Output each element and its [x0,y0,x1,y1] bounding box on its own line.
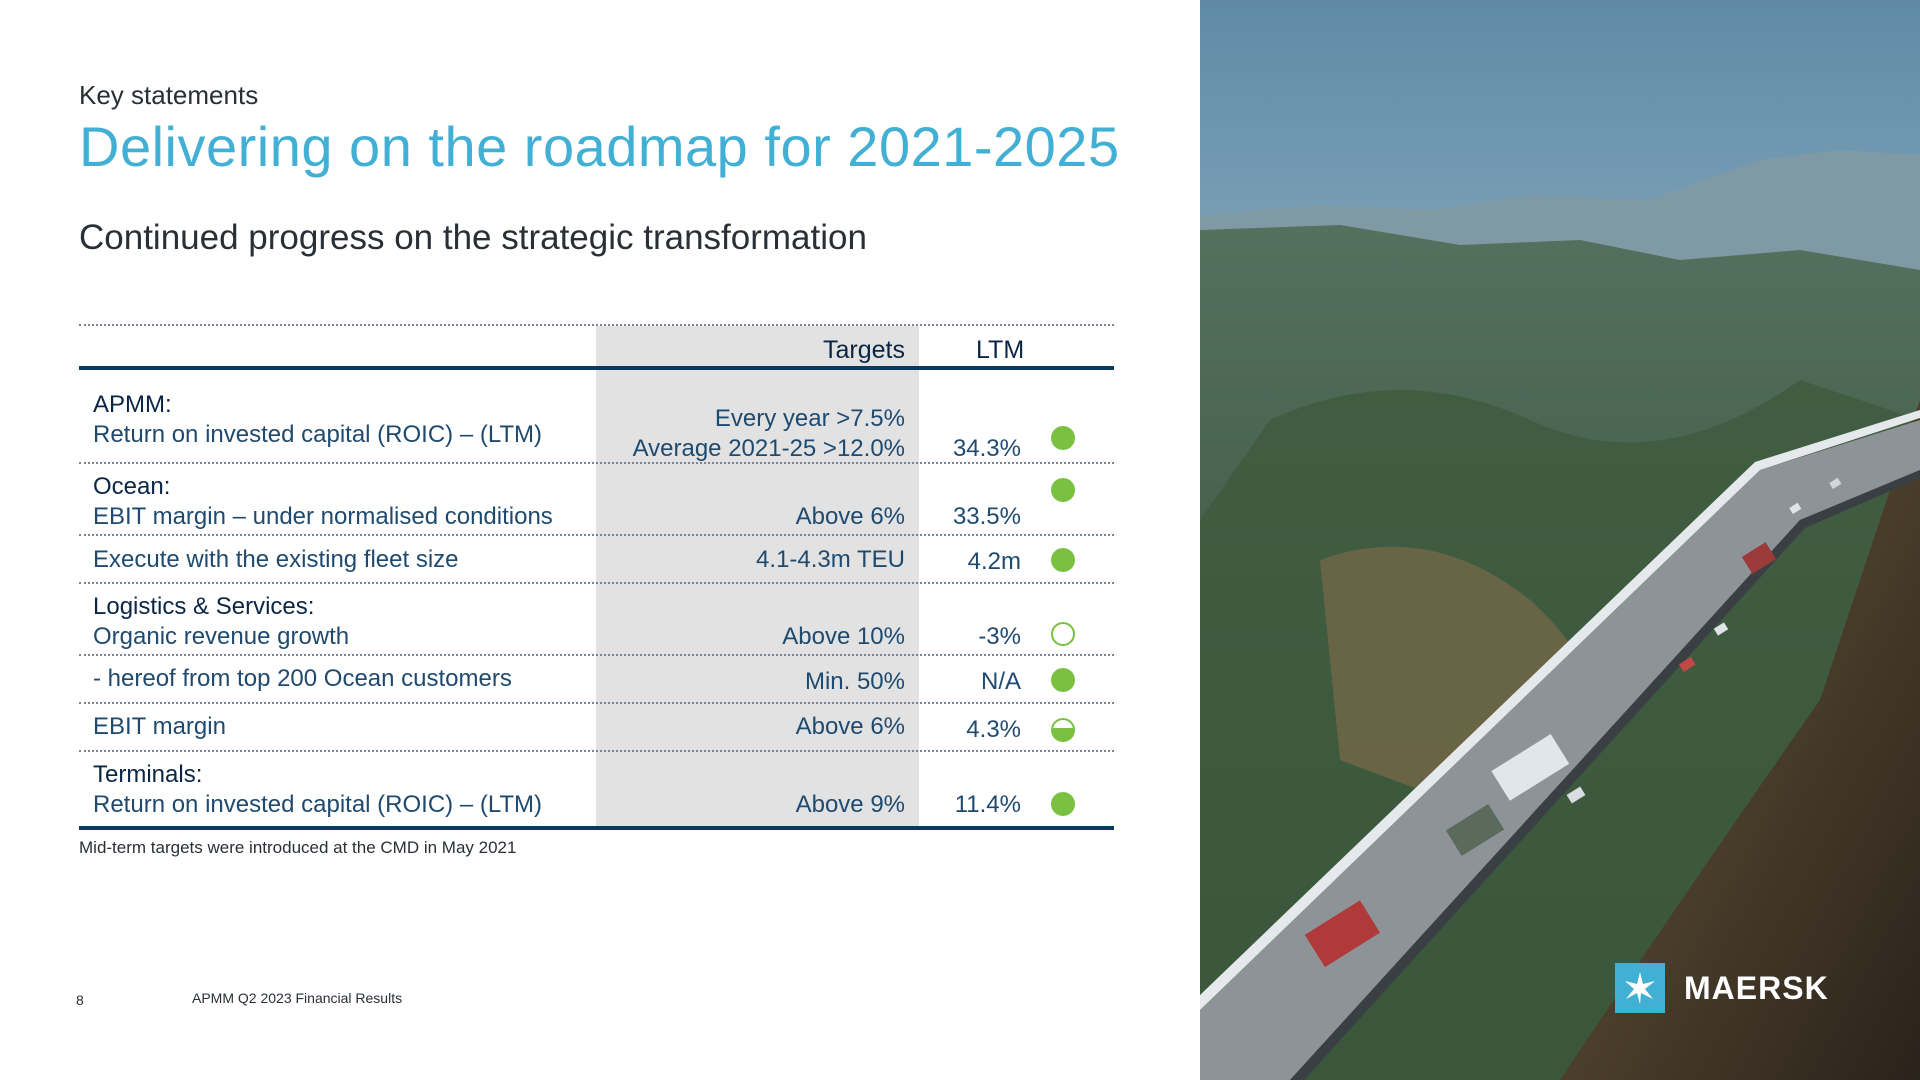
table-row: Execute with the existing fleet size 4.1… [79,536,1114,584]
row-ltm: 4.3% [966,716,1021,743]
row-label: Logistics & Services: Organic revenue gr… [93,592,349,652]
row-divider [79,582,1114,584]
row-divider [79,654,1114,656]
row-target: Above 6% [795,503,905,530]
row-ltm: -3% [978,623,1021,650]
row-ltm: 4.2m [967,548,1021,575]
row-divider [79,702,1114,704]
row-metric: Return on invested capital (ROIC) – (LTM… [93,791,543,818]
table-row: Ocean: EBIT margin – under normalised co… [79,464,1114,536]
status-full-icon [1051,668,1075,692]
table-top-divider [79,324,1114,326]
table-header: Targets LTM [79,326,1114,368]
row-target: Above 9% [795,791,905,818]
targets-column-shade [596,326,919,828]
row-divider [79,534,1114,536]
row-metric: EBIT margin – under normalised condition… [93,503,553,530]
maersk-logo: MAERSK [1615,963,1829,1013]
report-name: APMM Q2 2023 Financial Results [192,990,403,1006]
table-bottom-divider [79,826,1114,830]
page-number: 8 [76,992,84,1008]
row-target: Min. 50% [804,668,905,695]
row-target: 4.1-4.3m TEU [756,546,905,573]
row-target-line: Average 2021-25 >12.0% [632,435,905,462]
row-metric: EBIT margin [93,713,226,740]
status-full-icon [1051,548,1075,572]
row-metric: Return on invested capital (ROIC) – (LTM… [93,421,543,448]
row-ltm: 34.3% [952,435,1021,462]
row-label: APMM: Return on invested capital (ROIC) … [93,390,542,450]
row-target: Above 6% [795,713,905,740]
table-row: EBIT margin Above 6% 4.3% [79,704,1114,752]
highway-photo [1200,0,1920,1080]
header-targets: Targets [823,336,905,364]
row-category: Logistics & Services: [93,593,315,620]
row-label: Ocean: EBIT margin – under normalised co… [93,472,553,532]
page-subtitle: Continued progress on the strategic tran… [79,218,867,257]
page-title: Delivering on the roadmap for 2021-2025 [79,115,1120,178]
footnote: Mid-term targets were introduced at the … [79,838,517,857]
row-category: Ocean: [93,473,171,500]
eyebrow: Key statements [79,80,259,110]
row-divider [79,462,1114,464]
row-metric: Organic revenue growth [93,623,350,650]
row-metric: Execute with the existing fleet size [93,546,459,573]
status-full-icon [1051,792,1075,816]
row-target: Above 10% [782,623,905,650]
header-divider [79,366,1114,370]
row-divider [79,750,1114,752]
logo-text: MAERSK [1684,969,1829,1006]
header-ltm: LTM [976,336,1025,364]
row-metric: - hereof from top 200 Ocean customers [93,665,512,692]
row-category: APMM: [93,391,172,418]
row-label: Terminals: Return on invested capital (R… [93,760,542,820]
status-empty-icon [1051,622,1075,646]
status-full-icon [1051,478,1075,502]
row-ltm: 33.5% [952,503,1021,530]
table-row: Terminals: Return on invested capital (R… [79,752,1114,826]
table-row: - hereof from top 200 Ocean customers Mi… [79,656,1114,704]
table-row: APMM: Return on invested capital (ROIC) … [79,370,1114,464]
row-target: Every year >7.5% Average 2021-25 >12.0% [633,404,905,464]
row-category: Terminals: [93,761,203,788]
row-ltm: 11.4% [954,791,1021,818]
star-icon [1615,963,1665,1013]
row-target-line: Every year >7.5% [714,405,905,432]
status-full-icon [1051,426,1075,450]
row-ltm: N/A [980,668,1021,695]
status-half-icon [1051,718,1075,742]
table-row: Logistics & Services: Organic revenue gr… [79,584,1114,656]
